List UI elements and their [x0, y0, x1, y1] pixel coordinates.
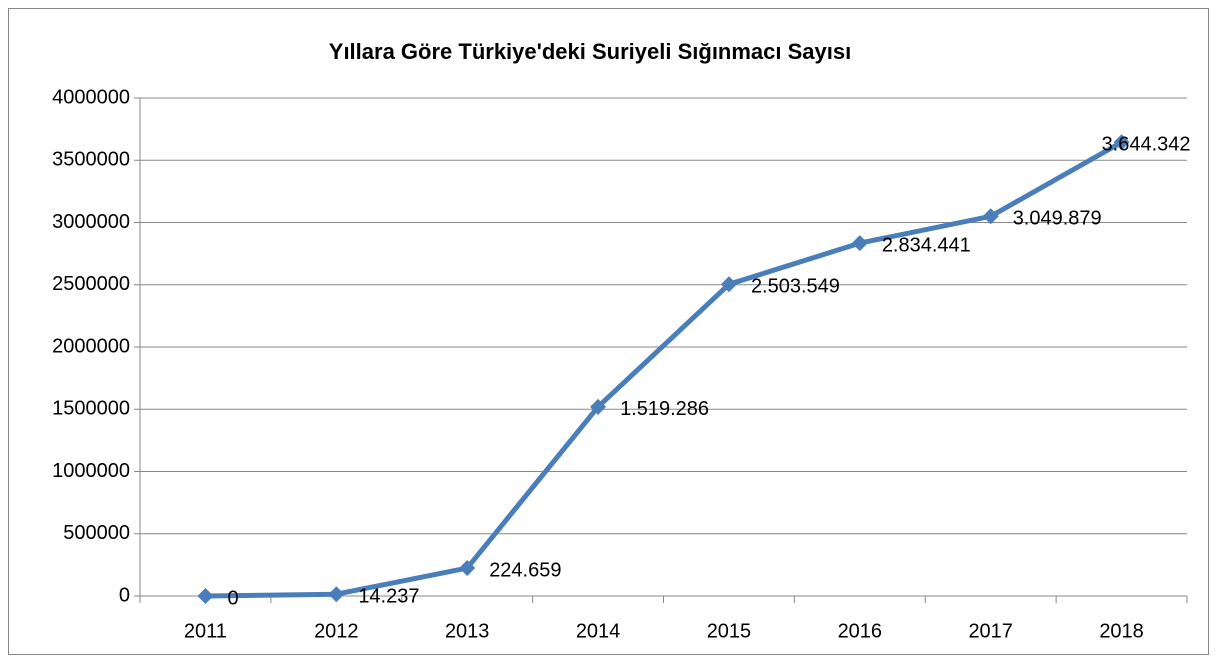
x-tick-label: 2017 — [968, 620, 1013, 642]
x-tick-label: 2014 — [576, 620, 621, 642]
data-label: 224.659 — [489, 559, 561, 581]
data-label: 3.049.879 — [1013, 208, 1102, 230]
x-tick-label: 2012 — [314, 620, 359, 642]
data-label: 14.237 — [358, 586, 419, 608]
y-tick-label: 2500000 — [52, 273, 130, 295]
y-tick-label: 1500000 — [52, 398, 130, 420]
chart-title: Yıllara Göre Türkiye'deki Suriyeli Sığın… — [329, 39, 851, 64]
data-label: 0 — [227, 587, 238, 609]
marker — [197, 588, 214, 604]
marker — [328, 586, 345, 603]
chart-border — [8, 8, 1209, 655]
y-tick-label: 3500000 — [52, 149, 130, 171]
data-label: 2.834.441 — [882, 234, 971, 256]
y-tick-label: 0 — [119, 584, 130, 606]
marker — [982, 208, 999, 225]
x-tick-label: 2013 — [445, 620, 490, 642]
y-tick-label: 1000000 — [52, 460, 130, 482]
y-tick-label: 500000 — [63, 522, 130, 544]
y-tick-label: 4000000 — [52, 86, 130, 108]
marker — [590, 398, 607, 415]
data-label: 3.644.342 — [1102, 134, 1191, 156]
marker — [720, 276, 737, 293]
data-label: 1.519.286 — [620, 398, 709, 420]
marker — [1113, 134, 1130, 151]
x-tick-label: 2015 — [707, 620, 752, 642]
y-tick-label: 3000000 — [52, 211, 130, 233]
marker — [459, 560, 476, 577]
x-tick-label: 2011 — [184, 620, 227, 642]
x-tick-label: 2016 — [838, 620, 883, 642]
x-tick-label: 2018 — [1099, 620, 1144, 642]
data-label: 2.503.549 — [751, 276, 840, 298]
marker — [851, 235, 868, 252]
y-tick-label: 2000000 — [52, 335, 130, 357]
line — [205, 140, 1123, 599]
